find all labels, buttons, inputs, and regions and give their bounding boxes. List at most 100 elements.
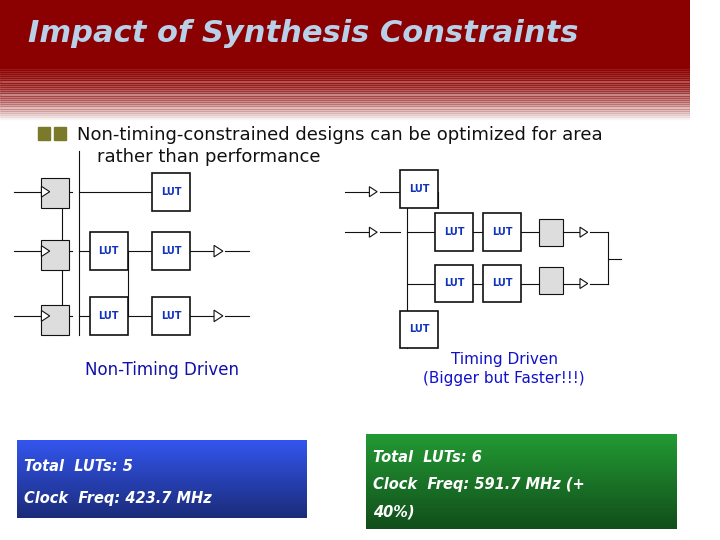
Text: Clock  Freq: 423.7 MHz: Clock Freq: 423.7 MHz	[24, 490, 212, 505]
FancyBboxPatch shape	[366, 453, 677, 456]
FancyBboxPatch shape	[366, 476, 677, 478]
FancyBboxPatch shape	[17, 469, 307, 471]
Bar	[0, 80, 690, 83]
FancyBboxPatch shape	[17, 511, 307, 514]
Bar	[0, 89, 690, 91]
FancyBboxPatch shape	[17, 485, 307, 487]
Polygon shape	[42, 310, 50, 321]
FancyBboxPatch shape	[17, 452, 307, 454]
FancyBboxPatch shape	[17, 509, 307, 511]
FancyBboxPatch shape	[17, 483, 307, 485]
Bar	[0, 111, 690, 113]
Bar	[0, 113, 690, 115]
FancyBboxPatch shape	[17, 507, 307, 509]
FancyBboxPatch shape	[17, 513, 307, 515]
FancyBboxPatch shape	[42, 178, 69, 208]
FancyBboxPatch shape	[366, 504, 677, 507]
FancyBboxPatch shape	[539, 219, 563, 246]
FancyBboxPatch shape	[152, 232, 190, 270]
FancyBboxPatch shape	[366, 457, 677, 459]
FancyBboxPatch shape	[366, 510, 677, 512]
FancyBboxPatch shape	[17, 471, 307, 473]
FancyBboxPatch shape	[17, 443, 307, 445]
FancyBboxPatch shape	[366, 447, 677, 450]
Bar	[0, 98, 690, 100]
Text: Non-Timing Driven: Non-Timing Driven	[85, 361, 239, 379]
FancyBboxPatch shape	[17, 447, 307, 449]
FancyBboxPatch shape	[366, 472, 677, 475]
Bar	[0, 87, 690, 89]
FancyBboxPatch shape	[435, 213, 473, 251]
FancyBboxPatch shape	[17, 440, 307, 442]
FancyBboxPatch shape	[17, 501, 307, 503]
FancyBboxPatch shape	[42, 305, 69, 335]
FancyBboxPatch shape	[366, 527, 677, 529]
FancyBboxPatch shape	[366, 491, 677, 494]
FancyBboxPatch shape	[366, 446, 677, 448]
Bar	[0, 106, 690, 109]
FancyBboxPatch shape	[17, 476, 307, 478]
FancyBboxPatch shape	[366, 483, 677, 486]
FancyBboxPatch shape	[152, 173, 190, 211]
FancyBboxPatch shape	[366, 470, 677, 472]
Bar	[0, 83, 690, 85]
Text: rather than performance: rather than performance	[97, 147, 321, 166]
FancyBboxPatch shape	[42, 240, 69, 270]
FancyBboxPatch shape	[366, 502, 677, 504]
FancyBboxPatch shape	[366, 459, 677, 461]
Text: LUT: LUT	[99, 246, 119, 256]
Polygon shape	[580, 279, 588, 288]
Text: LUT: LUT	[161, 187, 181, 197]
Polygon shape	[42, 246, 50, 256]
FancyBboxPatch shape	[366, 515, 677, 518]
FancyBboxPatch shape	[366, 474, 677, 476]
FancyBboxPatch shape	[17, 458, 307, 461]
Bar	[0, 109, 690, 111]
FancyBboxPatch shape	[17, 496, 307, 498]
Bar	[0, 91, 690, 93]
Text: Clock  Freq: 591.7 MHz (+: Clock Freq: 591.7 MHz (+	[373, 477, 585, 492]
FancyBboxPatch shape	[17, 450, 307, 453]
FancyBboxPatch shape	[435, 265, 473, 302]
Text: LUT: LUT	[161, 311, 181, 321]
FancyBboxPatch shape	[17, 490, 307, 492]
FancyBboxPatch shape	[17, 474, 307, 476]
FancyBboxPatch shape	[17, 502, 307, 504]
FancyBboxPatch shape	[17, 468, 307, 470]
FancyBboxPatch shape	[17, 464, 307, 467]
Polygon shape	[580, 227, 588, 237]
FancyBboxPatch shape	[366, 498, 677, 501]
FancyBboxPatch shape	[152, 297, 190, 335]
Bar	[0, 85, 690, 87]
FancyBboxPatch shape	[17, 455, 307, 457]
FancyBboxPatch shape	[366, 444, 677, 446]
Polygon shape	[214, 245, 223, 257]
Text: 40%): 40%)	[373, 504, 414, 519]
Polygon shape	[369, 227, 377, 237]
FancyBboxPatch shape	[400, 310, 438, 348]
Bar	[38, 127, 50, 140]
FancyBboxPatch shape	[366, 434, 677, 436]
Bar	[0, 115, 690, 117]
FancyBboxPatch shape	[366, 464, 677, 467]
FancyBboxPatch shape	[17, 466, 307, 468]
FancyBboxPatch shape	[366, 497, 677, 499]
FancyBboxPatch shape	[17, 480, 307, 482]
Polygon shape	[369, 187, 377, 197]
Text: Impact of Synthesis Constraints: Impact of Synthesis Constraints	[27, 19, 578, 48]
Bar	[0, 104, 690, 106]
FancyBboxPatch shape	[366, 449, 677, 451]
FancyBboxPatch shape	[366, 438, 677, 441]
FancyBboxPatch shape	[366, 487, 677, 489]
Polygon shape	[42, 186, 50, 197]
Bar	[0, 117, 690, 119]
Bar	[0, 72, 690, 74]
FancyBboxPatch shape	[17, 446, 307, 448]
FancyBboxPatch shape	[366, 519, 677, 522]
FancyBboxPatch shape	[366, 500, 677, 503]
Text: LUT: LUT	[444, 279, 464, 288]
FancyBboxPatch shape	[17, 491, 307, 494]
FancyBboxPatch shape	[17, 460, 307, 462]
Text: Total  LUTs: 5: Total LUTs: 5	[24, 459, 133, 474]
FancyBboxPatch shape	[483, 265, 521, 302]
